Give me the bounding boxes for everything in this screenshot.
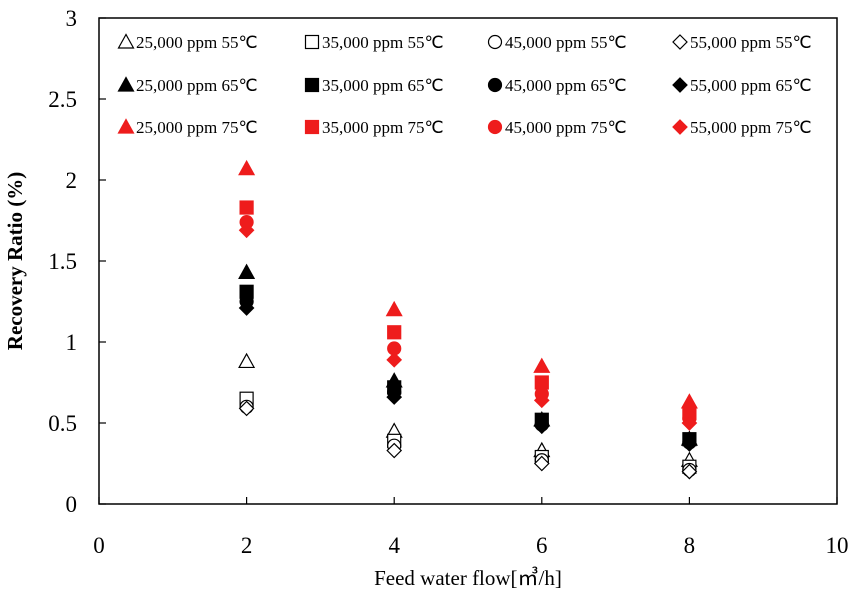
point-triangle-75 xyxy=(680,393,698,409)
legend-marker-diamond-65 xyxy=(672,77,688,93)
point-triangle-75 xyxy=(533,357,551,373)
legend-entry: 35,000 ppm 65℃ xyxy=(304,76,444,95)
legend-label: 25,000 ppm 65℃ xyxy=(136,76,258,95)
y-tick-label: 2.5 xyxy=(48,87,77,112)
point-diamond-55 xyxy=(238,400,255,417)
legend-entry: 25,000 ppm 55℃ xyxy=(117,33,258,52)
legend-label: 35,000 ppm 75℃ xyxy=(322,118,444,137)
legend-marker-circle-55 xyxy=(487,34,503,50)
legend-entry: 25,000 ppm 65℃ xyxy=(117,76,258,95)
legend-marker-diamond-75 xyxy=(672,119,688,135)
point-diamond-65 xyxy=(681,436,698,452)
legend-label: 35,000 ppm 55℃ xyxy=(322,33,444,52)
point-triangle-75 xyxy=(385,300,403,317)
x-tick-label: 0 xyxy=(93,533,105,558)
point-triangle-55 xyxy=(238,352,256,369)
data-points xyxy=(238,159,698,480)
point-diamond-55 xyxy=(681,463,698,480)
legend-entry: 55,000 ppm 75℃ xyxy=(672,118,812,137)
point-diamond-75 xyxy=(386,351,403,368)
x-axis-title: Feed water flow[㎥/h] xyxy=(374,566,562,590)
point-diamond-55 xyxy=(533,455,550,472)
y-tick-label: 3 xyxy=(66,6,78,31)
x-tick-label: 10 xyxy=(826,533,849,558)
legend-marker-triangle-55 xyxy=(117,33,135,49)
legend-entry: 55,000 ppm 55℃ xyxy=(672,33,812,52)
y-tick-label: 2 xyxy=(66,168,78,193)
x-tick-label: 8 xyxy=(684,533,696,558)
axis-ticks xyxy=(98,17,838,505)
legend-label: 35,000 ppm 65℃ xyxy=(322,76,444,95)
legend-label: 25,000 ppm 55℃ xyxy=(136,33,258,52)
legend-entry: 45,000 ppm 75℃ xyxy=(487,118,627,137)
legend-label: 55,000 ppm 75℃ xyxy=(690,118,812,137)
legend-marker-square-65 xyxy=(304,77,320,93)
legend-label: 45,000 ppm 75℃ xyxy=(505,118,627,137)
point-diamond-65 xyxy=(533,418,550,435)
point-diamond-65 xyxy=(386,389,403,405)
legend-entry: 35,000 ppm 75℃ xyxy=(304,118,444,137)
point-square-75 xyxy=(239,200,254,215)
legend-label: 45,000 ppm 65℃ xyxy=(505,76,627,95)
legend-label: 55,000 ppm 55℃ xyxy=(690,33,812,52)
legend-label: 55,000 ppm 65℃ xyxy=(690,76,812,95)
legend-marker-circle-65 xyxy=(487,77,503,93)
point-square-75 xyxy=(387,325,402,340)
legend-label: 45,000 ppm 55℃ xyxy=(505,33,627,52)
legend: 25,000 ppm 55℃ 35,000 ppm 55℃ 45,000 ppm 5… xyxy=(117,33,812,137)
legend-entry: 35,000 ppm 55℃ xyxy=(304,33,444,52)
point-diamond-65 xyxy=(238,300,255,316)
legend-marker-triangle-75 xyxy=(117,118,135,134)
x-tick-label: 4 xyxy=(388,533,400,558)
y-tick-label: 1 xyxy=(66,330,78,355)
x-tick-label: 6 xyxy=(536,533,548,558)
point-diamond-75 xyxy=(533,392,550,409)
y-tick-label: 0 xyxy=(66,492,78,517)
tick-labels: 0 2 4 6 8 10 0 0.5 1 1.5 2 2.5 3 xyxy=(48,6,848,558)
x-tick-label: 2 xyxy=(241,533,253,558)
legend-entry: 45,000 ppm 55℃ xyxy=(487,33,627,52)
legend-marker-triangle-65 xyxy=(117,76,135,92)
legend-marker-diamond-55 xyxy=(672,34,688,50)
point-triangle-65 xyxy=(238,263,256,279)
legend-marker-square-75 xyxy=(304,119,320,135)
y-tick-label: 0.5 xyxy=(48,411,77,436)
legend-entry: 45,000 ppm 65℃ xyxy=(487,76,627,95)
point-diamond-75 xyxy=(238,222,255,239)
point-triangle-75 xyxy=(238,159,256,176)
point-diamond-55 xyxy=(386,442,403,459)
legend-entry: 25,000 ppm 75℃ xyxy=(117,118,258,137)
y-axis-title: Recovery Ratio (%) xyxy=(3,172,27,350)
legend-marker-circle-75 xyxy=(487,119,503,135)
legend-marker-square-55 xyxy=(304,34,320,50)
y-tick-label: 1.5 xyxy=(48,249,77,274)
point-diamond-75 xyxy=(681,415,698,431)
legend-label: 25,000 ppm 75℃ xyxy=(136,118,258,137)
legend-entry: 55,000 ppm 65℃ xyxy=(672,76,812,95)
